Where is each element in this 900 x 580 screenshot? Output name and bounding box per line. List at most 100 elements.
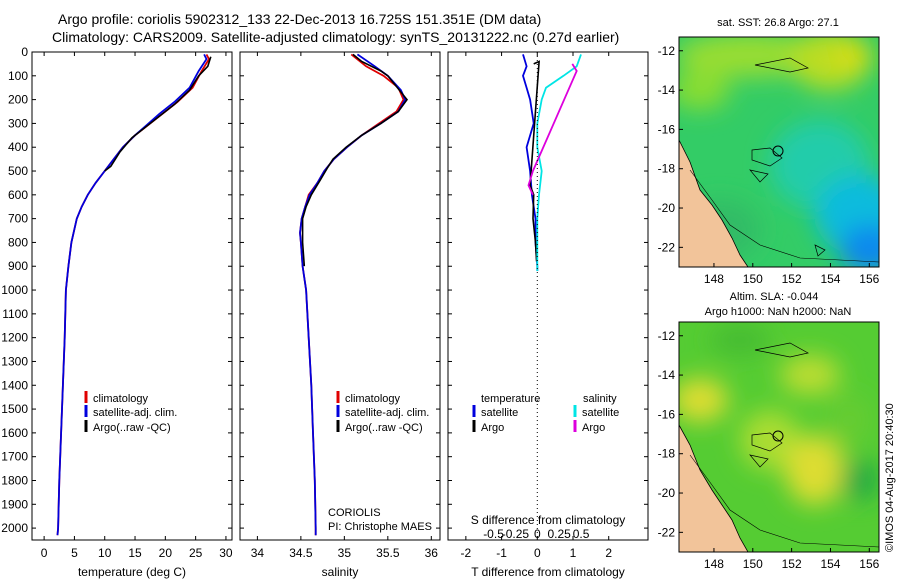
difference-axes bbox=[447, 51, 649, 541]
difference-x2label: S difference from climatology bbox=[471, 513, 626, 527]
series-difference-temperature-argo bbox=[529, 60, 540, 262]
map-y-tick-label: -22 bbox=[658, 525, 676, 539]
difference-legend: temperature salinity satellite Argo sate… bbox=[472, 393, 619, 434]
series-salinity-climatology bbox=[299, 53, 405, 536]
imos-credit: ©IMOS 04-Aug-2017 20:40:30 bbox=[884, 403, 896, 552]
x-tick-label: -2 bbox=[461, 546, 472, 560]
series-salinity-argo-raw-qc- bbox=[301, 53, 409, 267]
x-tick-label: 5 bbox=[71, 546, 78, 560]
salinity-xlabel: salinity bbox=[322, 565, 359, 579]
map-x-tick-label: 150 bbox=[743, 272, 763, 286]
map-y-tick-label: -12 bbox=[658, 44, 676, 58]
sla-map bbox=[679, 322, 879, 552]
y-tick-label: 1500 bbox=[1, 402, 28, 416]
x2-tick-label: 0.25 bbox=[547, 527, 571, 541]
y-tick-label: 400 bbox=[8, 140, 28, 154]
x-tick-label: 25 bbox=[189, 546, 203, 560]
legend-label-argo: Argo(..raw -QC) bbox=[345, 422, 423, 434]
temperature-xlabel: temperature (deg C) bbox=[78, 565, 186, 579]
y-tick-label: 600 bbox=[8, 188, 28, 202]
series-temperature-satellite-adj-clim- bbox=[56, 53, 208, 536]
institution-label: CORIOLIS bbox=[328, 507, 381, 519]
x-tick-label: 35.5 bbox=[376, 546, 400, 560]
legend-label-argo: Argo(..raw -QC) bbox=[93, 422, 171, 434]
legend-header-temperature: temperature bbox=[481, 393, 540, 405]
x-tick-label: -1 bbox=[496, 546, 507, 560]
profile-curves bbox=[56, 53, 582, 536]
y-tick-label: 1200 bbox=[1, 331, 28, 345]
x-tick-label: 36 bbox=[425, 546, 439, 560]
map-y-tick-label: -18 bbox=[658, 162, 676, 176]
sla-map-ticks: 148 150 152 154 156 -12 -14 -16 -18 -20 -22 bbox=[658, 329, 880, 571]
x-tick-label: 35 bbox=[338, 546, 352, 560]
sla-map-subtitle: Argo h1000: NaN h2000: NaN bbox=[705, 306, 852, 318]
y-tick-label: 1100 bbox=[2, 307, 28, 321]
legend-label-s-satellite: satellite bbox=[582, 407, 619, 419]
salinity-ticks: 34 34.5 35 35.5 36 bbox=[240, 51, 440, 560]
x-tick-label: 30 bbox=[219, 546, 233, 560]
difference-xlabel: T difference from climatology bbox=[471, 565, 625, 579]
series-difference-salinity-satellite bbox=[536, 54, 582, 271]
legend-label-climatology: climatology bbox=[345, 393, 401, 405]
map-x-tick-label: 152 bbox=[782, 557, 802, 571]
y-tick-label: 1300 bbox=[1, 354, 28, 368]
y-tick-label: 1800 bbox=[1, 473, 28, 487]
legend-label-t-argo: Argo bbox=[481, 422, 504, 434]
map-x-tick-label: 154 bbox=[820, 557, 840, 571]
legend-label-satellite-adj: satellite-adj. clim. bbox=[93, 407, 177, 419]
temperature-ticks: 0 5 10 15 20 25 300100200300400500600700800900… bbox=[1, 45, 233, 560]
map-y-tick-label: -14 bbox=[658, 368, 676, 382]
map-y-tick-label: -12 bbox=[658, 329, 676, 343]
map-y-tick-label: -14 bbox=[658, 83, 676, 97]
x-tick-label: 10 bbox=[98, 546, 112, 560]
y-tick-label: 1700 bbox=[1, 450, 28, 464]
x-tick-label: 15 bbox=[128, 546, 142, 560]
figure-title-line1: Argo profile: coriolis 5902312_133 22-De… bbox=[58, 11, 541, 27]
sst-map-ticks: 148 150 152 154 156 -12 -14 -16 -18 -20 -22 bbox=[658, 44, 880, 286]
map-y-tick-label: -22 bbox=[658, 240, 676, 254]
map-x-tick-label: 156 bbox=[859, 272, 879, 286]
map-y-tick-label: -20 bbox=[658, 486, 676, 500]
series-salinity-satellite-adj-clim- bbox=[299, 53, 407, 536]
x-tick-label: 0 bbox=[41, 546, 48, 560]
x-tick-label: 2 bbox=[605, 546, 612, 560]
map-y-tick-label: -16 bbox=[658, 407, 676, 421]
y-tick-label: 500 bbox=[8, 164, 28, 178]
map-x-tick-label: 152 bbox=[782, 272, 802, 286]
y-tick-label: 800 bbox=[8, 235, 28, 249]
x-tick-label: 34 bbox=[251, 546, 265, 560]
y-tick-label: 1600 bbox=[1, 426, 28, 440]
y-tick-label: 900 bbox=[8, 259, 28, 273]
map-y-tick-label: -16 bbox=[658, 122, 676, 136]
y-tick-label: 1400 bbox=[1, 378, 28, 392]
map-x-tick-label: 148 bbox=[704, 557, 724, 571]
map-x-tick-label: 148 bbox=[704, 272, 724, 286]
x-tick-label: 20 bbox=[159, 546, 173, 560]
sst-map-title: sat. SST: 26.8 Argo: 27.1 bbox=[717, 17, 839, 29]
difference-ticks: -2 -1 0 1 2 -0.5-0.25 0 0.25 0.5 bbox=[448, 51, 648, 560]
legend-label-climatology: climatology bbox=[93, 393, 149, 405]
y-tick-label: 200 bbox=[8, 93, 28, 107]
sla-argo-position-marker bbox=[772, 430, 784, 442]
x2-tick-label: 0 bbox=[534, 527, 541, 541]
x2-tick-label: 0.5 bbox=[573, 527, 590, 541]
map-y-tick-label: -20 bbox=[658, 201, 676, 215]
salinity-legend: climatology satellite-adj. clim. Argo(..… bbox=[336, 391, 429, 434]
sst-map bbox=[679, 37, 879, 267]
legend-header-salinity: salinity bbox=[583, 393, 617, 405]
sla-map-title: Altim. SLA: -0.044 bbox=[730, 291, 819, 303]
y-tick-label: 1000 bbox=[1, 283, 28, 297]
map-x-tick-label: 150 bbox=[743, 557, 763, 571]
map-x-tick-label: 156 bbox=[859, 557, 879, 571]
map-x-tick-label: 154 bbox=[820, 272, 840, 286]
x2-tick-label: -0.25 bbox=[502, 527, 530, 541]
salinity-axes bbox=[239, 51, 441, 541]
x-tick-label: 34.5 bbox=[289, 546, 313, 560]
legend-label-satellite-adj: satellite-adj. clim. bbox=[345, 407, 429, 419]
series-temperature-climatology bbox=[56, 53, 211, 536]
map-y-tick-label: -18 bbox=[658, 447, 676, 461]
legend-label-s-argo: Argo bbox=[582, 422, 605, 434]
x-tick-label: 0 bbox=[534, 546, 541, 560]
y-tick-label: 2000 bbox=[1, 521, 28, 535]
